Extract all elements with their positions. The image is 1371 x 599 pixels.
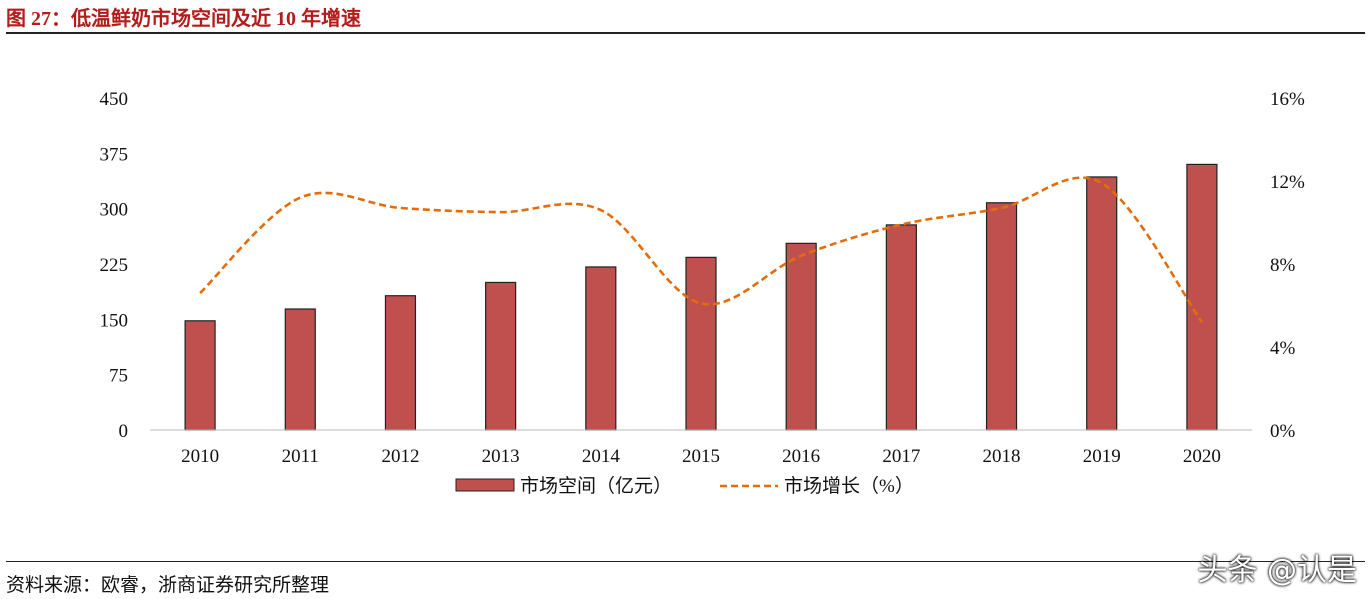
bar-2014 [585, 266, 617, 431]
x-tick-label: 2014 [582, 446, 621, 467]
y-left-tick-label: 75 [109, 366, 128, 387]
x-tick-label: 2013 [482, 446, 520, 467]
watermark: 头条 @认是 [1197, 553, 1357, 588]
y-right-tick-label: 0% [1270, 421, 1296, 442]
growth-line [199, 176, 1203, 323]
bar-2020 [1186, 163, 1218, 431]
top-rule [6, 32, 1365, 34]
x-tick-label: 2020 [1183, 446, 1221, 467]
x-tick-label: 2015 [682, 446, 720, 467]
x-tick-label: 2016 [782, 446, 820, 467]
bar-2013 [485, 281, 517, 431]
x-tick-label: 2011 [282, 446, 319, 467]
bar-2011 [284, 308, 316, 431]
y-left-tick-label: 450 [100, 89, 129, 110]
y-right-tick-label: 8% [1270, 255, 1296, 276]
x-tick-label: 2018 [983, 446, 1021, 467]
source-note: 资料来源：欧睿，浙商证券研究所整理 [6, 575, 330, 596]
x-tick-label: 2010 [181, 446, 219, 467]
y-left-tick-label: 300 [100, 200, 129, 221]
bottom-rule [6, 561, 1365, 562]
y-left-tick-label: 375 [100, 144, 129, 165]
bar-2016 [785, 242, 817, 431]
y-left-tick-label: 225 [100, 255, 129, 276]
y-right-tick-label: 12% [1270, 172, 1305, 193]
bar-2012 [384, 295, 417, 431]
y-left-tick-label: 150 [100, 310, 129, 331]
y-right-tick-label: 16% [1270, 89, 1305, 110]
x-tick-label: 2017 [882, 446, 920, 467]
bar-2015 [685, 256, 717, 431]
figure-title: 图 27：低温鲜奶市场空间及近 10 年增速 [6, 8, 361, 30]
legend-bar-swatch [455, 478, 515, 492]
y-right-tick-label: 4% [1270, 338, 1296, 359]
legend-bar-label: 市场空间（亿元） [520, 475, 672, 497]
x-tick-label: 2012 [381, 446, 419, 467]
bar-2010 [184, 320, 216, 431]
bar-2019 [1086, 176, 1118, 431]
x-tick-label: 2019 [1083, 446, 1121, 467]
y-left-tick-label: 0 [119, 421, 129, 442]
legend-line-label: 市场增长（%） [784, 475, 914, 497]
bar-2017 [885, 224, 917, 431]
bar-2018 [985, 202, 1018, 431]
